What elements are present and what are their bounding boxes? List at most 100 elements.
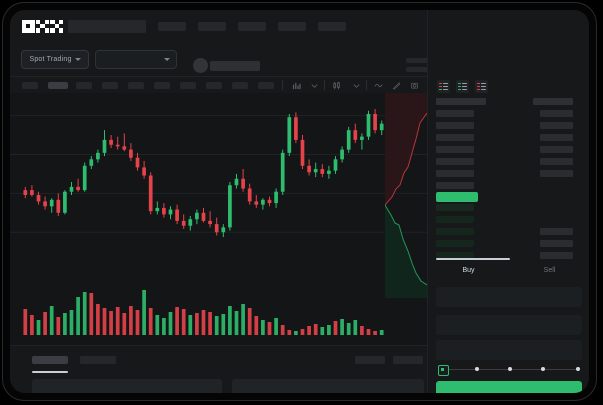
line-tool-icon[interactable] xyxy=(374,81,383,90)
chart-type-chevron-icon[interactable] xyxy=(352,81,361,90)
orderbook-scrollbar[interactable] xyxy=(436,258,510,260)
orderbook-and-trade-panel: Buy Sell xyxy=(427,10,589,393)
depth-bids-line xyxy=(385,204,427,286)
slider-stop-100[interactable] xyxy=(576,367,580,371)
nav-item-4[interactable] xyxy=(278,22,306,31)
snapshot-icon[interactable] xyxy=(410,81,419,90)
toolbar-divider xyxy=(282,80,283,90)
orderbook-ask-amount[interactable] xyxy=(540,110,573,117)
orders-panel xyxy=(10,345,427,393)
bottom-tab-open-orders[interactable] xyxy=(32,356,68,364)
timeframe-9[interactable] xyxy=(232,82,248,89)
orderbook-spread-row xyxy=(436,192,478,202)
pair-name xyxy=(210,61,260,71)
timeframe-1[interactable] xyxy=(22,82,38,89)
submit-order-button[interactable] xyxy=(436,381,582,393)
orderbook-bid-row[interactable] xyxy=(436,240,474,247)
depth-bids-area xyxy=(385,205,427,298)
candlestick-series xyxy=(23,109,384,238)
pair-selector[interactable] xyxy=(95,50,177,69)
orderbook-ask-row[interactable] xyxy=(436,110,474,117)
orderbook-bid-amount[interactable] xyxy=(540,240,573,247)
orderbook-header-price[interactable] xyxy=(436,98,486,105)
price-field[interactable] xyxy=(436,287,582,307)
orderbook-ask-row[interactable] xyxy=(436,146,474,153)
depth-chart-overlay xyxy=(385,93,427,298)
measure-icon[interactable] xyxy=(392,81,401,90)
depth-asks-line xyxy=(385,112,427,206)
orderbook-ask-amount[interactable] xyxy=(540,158,573,165)
nav-item-1[interactable] xyxy=(158,22,186,31)
orderbook-header-amount[interactable] xyxy=(533,98,573,105)
orderbook-bid-amount[interactable] xyxy=(540,228,573,235)
stat-label xyxy=(406,58,428,63)
nav-item-3[interactable] xyxy=(238,22,266,31)
bottom-panel-right[interactable] xyxy=(232,379,424,393)
timeframe-3[interactable] xyxy=(76,82,92,89)
coin-avatar-icon xyxy=(193,58,208,73)
search-input[interactable] xyxy=(68,20,146,33)
toolbar-divider xyxy=(366,80,367,90)
slider-stop-75[interactable] xyxy=(541,367,545,371)
nav-item-5[interactable] xyxy=(318,22,346,31)
chevron-down-icon xyxy=(164,58,170,61)
indicator-chevron-icon[interactable] xyxy=(310,81,319,90)
chart-gridlines xyxy=(10,115,427,233)
volume-series xyxy=(23,290,384,335)
timeframe-10[interactable] xyxy=(258,82,274,89)
stat-24h-change xyxy=(406,58,440,72)
timeframe-8[interactable] xyxy=(206,82,222,89)
orderbook-ask-amount[interactable] xyxy=(540,146,573,153)
indicator-icon[interactable] xyxy=(292,81,301,90)
orderbook-ask-row[interactable] xyxy=(436,182,474,189)
orderbook-rows[interactable] xyxy=(428,98,589,259)
orderbook-ask-row[interactable] xyxy=(436,134,474,141)
tab-sell[interactable]: Sell xyxy=(543,267,556,274)
orderbook-bid-row[interactable] xyxy=(436,204,474,211)
buy-sell-tabs: Buy Sell xyxy=(428,262,589,280)
bottom-action-2[interactable] xyxy=(393,356,423,364)
bottom-action-1[interactable] xyxy=(355,356,385,364)
orderbook-ask-row[interactable] xyxy=(436,158,474,165)
depth-asks-area xyxy=(385,93,427,205)
amount-field[interactable] xyxy=(436,315,582,335)
orderbook-ask-amount[interactable] xyxy=(540,122,573,129)
timeframe-2-active[interactable] xyxy=(48,82,68,89)
trading-mode-selector[interactable]: Spot Trading xyxy=(21,50,89,69)
bottom-panel-left[interactable] xyxy=(32,379,222,393)
orderbook-ask-amount[interactable] xyxy=(540,170,573,177)
orderbook-ask-row[interactable] xyxy=(436,122,474,129)
orderbook-view-bids-icon[interactable] xyxy=(456,80,469,93)
orderbook-ask-amount[interactable] xyxy=(540,134,573,141)
slider-handle[interactable] xyxy=(438,365,449,376)
timeframe-4[interactable] xyxy=(102,82,118,89)
candlestick-chart-canvas xyxy=(10,109,427,335)
active-tab-underline xyxy=(32,371,68,373)
tab-buy[interactable]: Buy xyxy=(462,267,475,274)
orderbook-bid-amount[interactable] xyxy=(540,252,573,259)
timeframe-6[interactable] xyxy=(154,82,170,89)
slider-stop-50[interactable] xyxy=(508,367,512,371)
okx-logo-icon[interactable] xyxy=(22,20,63,33)
chevron-down-icon xyxy=(74,58,81,61)
percent-slider[interactable] xyxy=(438,365,582,376)
price-chart[interactable] xyxy=(10,93,427,345)
total-field[interactable] xyxy=(436,340,582,360)
orderbook-bid-row[interactable] xyxy=(436,252,474,259)
orderbook-view-both-icon[interactable] xyxy=(437,80,450,93)
timeframe-7[interactable] xyxy=(180,82,196,89)
orderbook-view-asks-icon[interactable] xyxy=(475,80,488,93)
trading-mode-label: Spot Trading xyxy=(29,56,72,63)
bottom-tab-order-history[interactable] xyxy=(80,356,116,364)
orderbook-view-switcher xyxy=(437,80,488,93)
slider-stop-25[interactable] xyxy=(475,367,479,371)
orderbook-bid-row[interactable] xyxy=(436,216,474,223)
orderbook-ask-row[interactable] xyxy=(436,170,474,177)
nav-item-2[interactable] xyxy=(198,22,226,31)
stat-value xyxy=(406,67,440,72)
timeframe-5[interactable] xyxy=(128,82,144,89)
chart-type-icon[interactable] xyxy=(332,81,341,90)
app-screen: Spot Trading xyxy=(10,10,589,393)
orderbook-bid-row[interactable] xyxy=(436,228,474,235)
